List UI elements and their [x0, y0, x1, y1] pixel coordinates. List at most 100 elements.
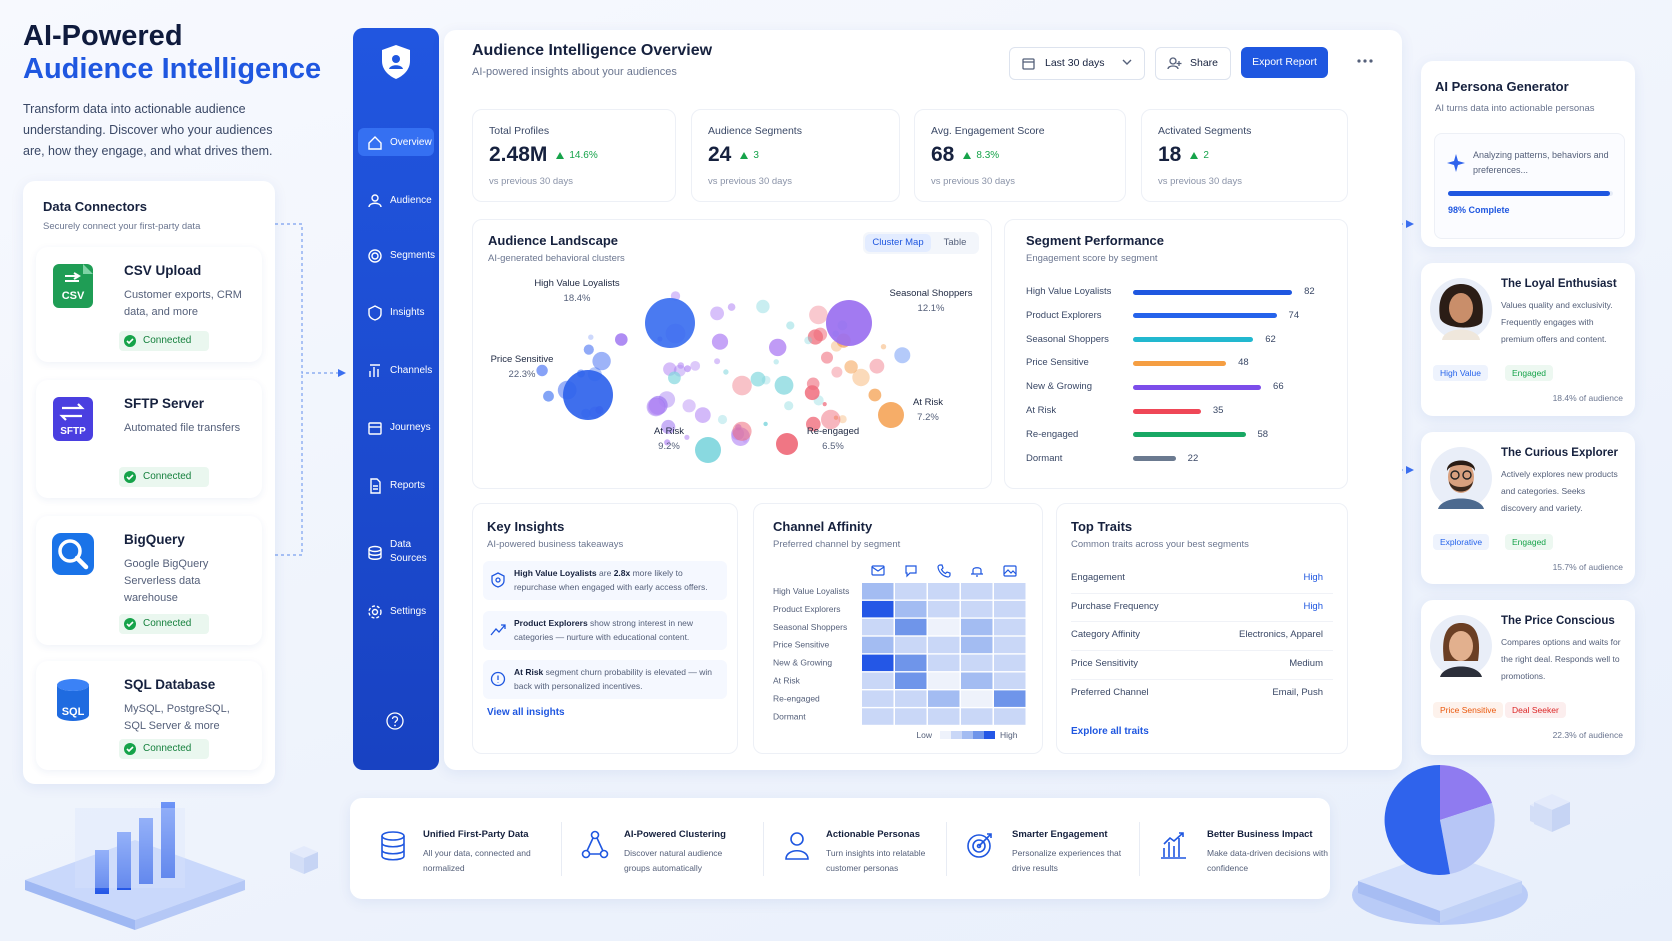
- status-badge: Connected: [119, 739, 209, 759]
- kpi-change: 14.6%: [556, 150, 598, 161]
- cluster-name: At Risk: [913, 397, 943, 408]
- icon-shape: [1438, 498, 1484, 509]
- trait-value: Electronics, Apparel: [1239, 629, 1323, 641]
- nav-item[interactable]: Overview: [358, 128, 434, 156]
- icon-shape: [161, 802, 175, 878]
- icon-shape: [491, 572, 505, 588]
- status-badge: Connected: [119, 467, 209, 487]
- insight-icon: [491, 572, 505, 588]
- heat-cell: [928, 654, 960, 672]
- date-button[interactable]: Last 30 days: [1009, 47, 1145, 80]
- icon-shape: [381, 836, 405, 861]
- cluster-bubble: [826, 300, 872, 346]
- kpi-value: 2.48M: [489, 143, 548, 166]
- icon-shape: [1406, 220, 1414, 228]
- cluster-bubble: [878, 402, 904, 428]
- kpi-note: vs previous 30 days: [708, 176, 792, 187]
- nav-item[interactable]: Segments: [358, 241, 435, 269]
- icon-shape: [368, 605, 382, 619]
- nav-item[interactable]: Insights: [358, 298, 434, 326]
- icon-shape: [1449, 631, 1473, 661]
- cluster-dot: [664, 439, 671, 446]
- trait-value: High: [1303, 600, 1323, 612]
- icon-shape: [1446, 460, 1476, 471]
- more-icon[interactable]: [1357, 59, 1373, 63]
- panel-title: Top Traits: [1071, 519, 1133, 534]
- hero-title: AI-Powered: [23, 20, 183, 52]
- nav-item[interactable]: Settings: [358, 597, 434, 625]
- heat-cell: [862, 583, 894, 600]
- icon-shape: [871, 565, 885, 576]
- icon-shape: [368, 249, 382, 263]
- nav-item[interactable]: Channels: [358, 356, 434, 384]
- icon-shape: [75, 808, 185, 888]
- heat-cell: [895, 672, 927, 689]
- cluster-bubble: [776, 433, 798, 455]
- panel-subtitle: Common traits across your best segments: [1071, 539, 1249, 550]
- persona-description: Actively explores new products and categ…: [1501, 469, 1618, 513]
- tab[interactable]: Cluster Map: [865, 234, 931, 252]
- traits-link[interactable]: Explore all traits: [1071, 726, 1149, 737]
- icon-shape: [1406, 466, 1414, 474]
- share-label: Share: [1190, 57, 1219, 69]
- heat-cell: [961, 636, 993, 654]
- cluster-dot: [714, 358, 721, 365]
- heat-cell: [862, 708, 894, 725]
- cluster-dot: [774, 375, 794, 395]
- export-button[interactable]: Export Report: [1241, 47, 1328, 78]
- nav-item[interactable]: Audience: [358, 186, 434, 214]
- segment-bar: [1133, 337, 1254, 343]
- panel-title: Data Connectors: [43, 199, 148, 214]
- cluster-dot: [786, 321, 795, 330]
- segment-bar: [1133, 313, 1277, 319]
- row-label: At Risk: [773, 676, 801, 686]
- channel-icon: [971, 567, 983, 577]
- hero-title: Audience Intelligence: [23, 53, 322, 85]
- icon-shape: [790, 832, 804, 846]
- nav-item[interactable]: Journeys: [358, 413, 434, 441]
- icon-shape: [581, 830, 609, 859]
- icon-shape: [370, 478, 381, 494]
- persona-name: The Curious Explorer: [1501, 447, 1618, 459]
- segment-panel: Segment Performance Engagement score by s…: [1004, 219, 1348, 489]
- cluster-dot: [592, 351, 611, 371]
- segment-name: Price Sensitive: [1026, 357, 1089, 369]
- cluster-dot: [821, 351, 833, 364]
- segment-bar: [1133, 289, 1293, 295]
- connector-icon: SQL: [57, 679, 89, 721]
- icon-shape: [25, 880, 135, 930]
- insight-text: High Value Loyalists are 2.8x more likel…: [514, 566, 719, 594]
- kpi-label: Total Profiles: [489, 125, 550, 137]
- cluster-dot: [684, 365, 691, 373]
- icon-shape: [586, 837, 604, 855]
- nav-icon: [368, 305, 382, 321]
- nav-item[interactable]: Reports: [358, 471, 434, 499]
- insight-icon: [490, 671, 506, 687]
- nav-icon: [368, 422, 382, 435]
- share-button[interactable]: Share: [1155, 47, 1231, 80]
- icon-shape: [338, 369, 346, 377]
- kpi-card: Total Profiles 2.48M 14.6% vs previous 30 d…: [472, 109, 676, 202]
- icon-shape: [1449, 481, 1473, 492]
- cluster-dot: [821, 409, 841, 430]
- cluster-dot: [690, 361, 701, 371]
- segment-bar: [1133, 360, 1227, 366]
- nav-icon: [368, 194, 382, 208]
- panel-subtitle: Preferred channel by segment: [773, 539, 901, 550]
- persona-card: The Price Conscious Compares options and …: [1421, 600, 1635, 755]
- persona-card: The Loyal Enthusiast Values quality and e…: [1421, 263, 1635, 416]
- nav-item[interactable]: Data Sources: [358, 533, 434, 571]
- heatmap: High Value Loyalists Product Explorers Sea…: [773, 564, 1026, 740]
- persona-tag: Engaged: [1505, 534, 1554, 550]
- icon-shape: [368, 202, 382, 208]
- icon-shape: [57, 679, 89, 691]
- feature-title: Smarter Engagement: [1012, 829, 1108, 840]
- cluster-name: At Risk: [654, 426, 684, 437]
- insights-link[interactable]: View all insights: [487, 707, 565, 718]
- kpi-note: vs previous 30 days: [1158, 176, 1242, 187]
- cluster-dot: [717, 414, 728, 425]
- icon-shape: [1161, 832, 1186, 859]
- tab[interactable]: Table: [933, 234, 977, 252]
- landscape-panel: Audience Landscape AI-generated behaviora…: [472, 219, 992, 489]
- icon-shape: [65, 272, 81, 282]
